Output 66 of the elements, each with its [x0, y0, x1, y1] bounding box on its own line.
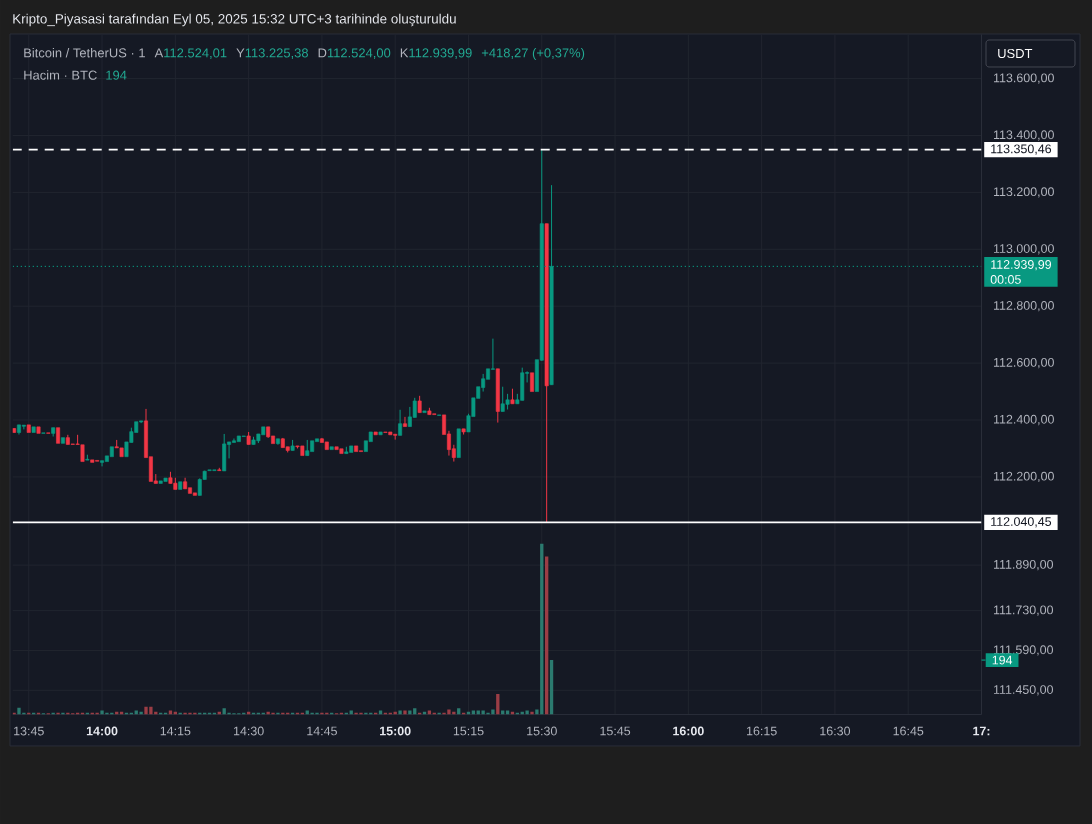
- x-tick-label: 15:00: [380, 726, 411, 736]
- y-tick-label: 113.400,00: [993, 130, 1054, 141]
- annotation: 112.524,01: [164, 48, 227, 59]
- x-tick-label: 17:: [973, 726, 990, 736]
- x-tick-label: 15:15: [453, 726, 484, 736]
- candlestick: [456, 428, 461, 458]
- x-tick-label: 16:15: [747, 726, 777, 736]
- ref-line-label: 112.939,99: [991, 260, 1052, 271]
- candlestick: [530, 372, 534, 392]
- y2-tick-label: 194: [992, 655, 1013, 665]
- ref-line-label: 113.350,46: [991, 144, 1052, 155]
- candlestick: [324, 441, 329, 450]
- candlestick: [329, 446, 334, 450]
- text: Bitcoin / TetherUS · 1: [24, 47, 145, 58]
- y-axis-title: USDT: [998, 48, 1033, 59]
- candlestick: [422, 410, 427, 413]
- annotation: 113.225,38: [245, 48, 308, 59]
- candlestick: [31, 426, 36, 433]
- candlestick: [56, 427, 61, 444]
- x-tick-label: 14:15: [160, 726, 191, 736]
- candlestick: [378, 431, 383, 436]
- candlestick: [354, 445, 359, 452]
- candlestick: [403, 416, 407, 428]
- x-tick-label: 15:30: [527, 726, 557, 736]
- y-tick-label: 111.890,00: [993, 559, 1054, 571]
- ref-line-label: 112.040,45: [991, 517, 1052, 528]
- annotation: 112.939,99: [409, 48, 472, 59]
- chart-title: Kripto_Piyasasi tarafından Eyl 05, 2025 15:32 UTC+3 tarihinde oluşturuldu: [13, 13, 456, 27]
- annotation: D: [318, 48, 327, 58]
- candlestick: [21, 424, 26, 430]
- x-tick-label: 14:30: [233, 726, 264, 736]
- annotation: 112.524,00: [327, 48, 391, 59]
- y-tick-label: 112.800,00: [993, 301, 1054, 312]
- y-tick-label: 112.200,00: [993, 471, 1054, 483]
- candlestick: [36, 426, 41, 434]
- annotation: A: [154, 48, 164, 58]
- candlestick: [90, 459, 95, 463]
- y-tick-label: 112.400,00: [993, 414, 1054, 426]
- candlestick: [373, 431, 378, 436]
- x-tick-label: 14:45: [307, 726, 337, 736]
- y-tick-label: 113.200,00: [993, 187, 1054, 198]
- bar: [549, 660, 554, 715]
- y-tick-label: 113.000,00: [993, 244, 1054, 255]
- y-tick-label: 111.590,00: [993, 645, 1054, 656]
- annotation: Y: [236, 48, 245, 58]
- x-tick-label: 13:45: [14, 726, 44, 736]
- annotation: K: [400, 48, 409, 58]
- annotation: 194: [106, 70, 127, 80]
- x-tick-label: 16:30: [820, 726, 851, 736]
- y-tick-label: 111.730,00: [993, 605, 1054, 616]
- x-tick-label: 15:45: [600, 726, 631, 736]
- x-tick-label: 14:00: [86, 726, 118, 736]
- y-tick-label: 112.600,00: [993, 357, 1054, 369]
- annotation: Hacim · BTC: [24, 70, 97, 80]
- candlestick: [60, 437, 65, 444]
- y-tick-label: 111.450,00: [993, 685, 1054, 696]
- text: 00:05: [990, 275, 1021, 284]
- y-tick-label: 113.600,00: [993, 73, 1054, 84]
- bar: [545, 556, 549, 715]
- x-tick-label: 16:45: [893, 726, 924, 736]
- x-tick-label: 16:00: [673, 726, 704, 736]
- candlestick: [109, 446, 114, 458]
- candlestick: [178, 481, 183, 490]
- candlestick: [26, 424, 31, 433]
- annotation: +418,27 (+0,37%): [481, 47, 585, 61]
- candlestick: [398, 409, 403, 436]
